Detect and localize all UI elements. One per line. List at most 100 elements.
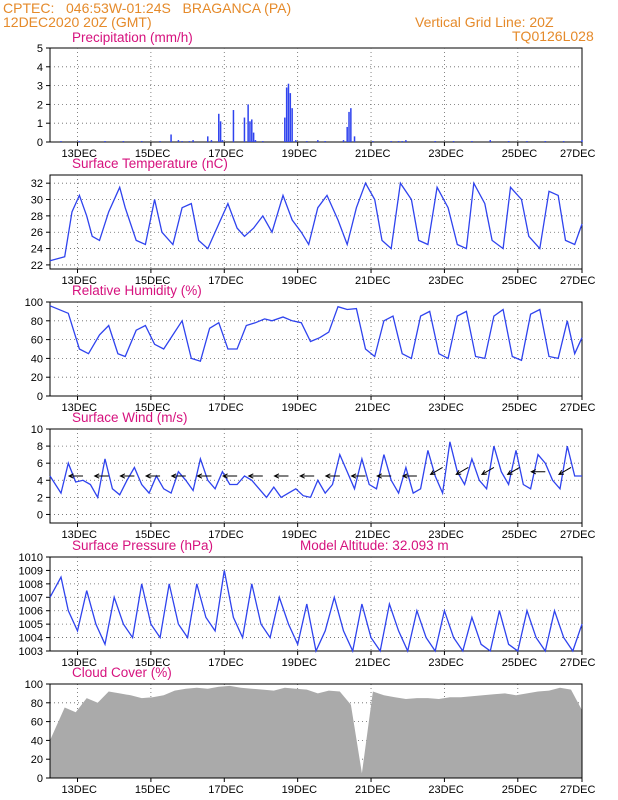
x-tick-label: 23DEC — [428, 529, 464, 541]
precip-bar — [405, 140, 407, 142]
precip-bar — [350, 108, 352, 142]
panel-cloud: Cloud Cover (%) 0 20 40 60 80 100 13DEC 15DEC 17D… — [25, 665, 596, 796]
precip-bar — [342, 140, 345, 142]
precip-bar — [526, 141, 528, 142]
precip-bar — [177, 140, 180, 142]
y-tick-label: 1010 — [19, 552, 43, 564]
x-tick-label: 15DEC — [135, 529, 171, 541]
wind-arrow — [144, 473, 161, 479]
panel-pressure: Surface Pressure (hPa) Model Altitude: 32… — [19, 538, 596, 669]
y-tick-label: 3 — [37, 81, 43, 93]
wind-arrow — [273, 473, 289, 479]
wind-arrow — [558, 467, 572, 476]
precip-bar — [372, 141, 374, 142]
panel-title-precip: Precipitation (mm/h) — [72, 30, 193, 45]
cloud-area — [50, 685, 582, 778]
plot-frame-top — [49, 683, 583, 779]
x-tick-label: 21DEC — [355, 784, 391, 796]
x-tick-label: 27DEC — [560, 148, 596, 160]
precip-bar — [170, 134, 172, 142]
wind-arrow — [247, 473, 263, 479]
y-tick-label: 100 — [25, 679, 43, 691]
precip-bar — [192, 140, 194, 142]
precip-bar — [140, 141, 143, 142]
precip-bar — [306, 141, 308, 142]
x-tick-label: 25DEC — [502, 529, 538, 541]
x-tick-label: 13DEC — [62, 148, 98, 160]
wind-arrow — [324, 473, 340, 479]
y-tick-label: 2 — [37, 99, 43, 111]
wind-arrow — [429, 467, 443, 476]
precip-bar — [348, 111, 350, 142]
wind-arrow — [530, 469, 546, 475]
precip-bar — [78, 141, 81, 142]
y-tick-label: 30 — [31, 195, 43, 207]
x-tick-label: 15DEC — [135, 402, 171, 414]
wind-arrow — [93, 473, 109, 479]
series-line-rh — [49, 305, 583, 363]
y-tick-label: 6 — [37, 458, 43, 470]
wind-arrow — [119, 473, 135, 479]
y-tick-label: 40 — [31, 735, 43, 747]
x-tick-label: 23DEC — [428, 402, 464, 414]
panel-title-cloud: Cloud Cover (%) — [72, 665, 172, 680]
x-tick-label: 13DEC — [62, 275, 98, 287]
x-tick-label: 17DEC — [208, 148, 244, 160]
precip-bar — [289, 93, 292, 142]
y-tick-label: 60 — [31, 335, 43, 347]
precip-bar — [353, 136, 356, 142]
y-tick-label: 1004 — [19, 633, 43, 645]
run-time-label: 12DEC2020 20Z (GMT) — [3, 14, 152, 30]
wind-arrow — [506, 467, 520, 476]
wind-arrow — [455, 467, 469, 476]
precip-bar — [471, 141, 473, 142]
x-tick-label: 19DEC — [282, 402, 318, 414]
x-tick-label: 25DEC — [502, 784, 538, 796]
series-line-temp — [49, 181, 583, 262]
precip-bar — [262, 141, 264, 142]
x-tick-label: 23DEC — [428, 148, 464, 160]
x-tick-label: 21DEC — [355, 657, 391, 669]
y-tick-label: 1003 — [19, 646, 43, 658]
plot-frame — [49, 174, 583, 270]
precip-bar — [232, 110, 235, 142]
wind-arrow — [196, 473, 212, 479]
x-tick-label: 13DEC — [62, 657, 98, 669]
precip-bar — [562, 141, 565, 142]
x-tick-label: 15DEC — [135, 657, 171, 669]
y-tick-label: 1007 — [19, 592, 43, 604]
wind-arrow — [350, 473, 366, 479]
y-tick-label: 1 — [37, 118, 43, 130]
x-tick-label: 17DEC — [208, 784, 244, 796]
panel-precip: Precipitation (mm/h) 0 1 2 3 4 5 13DEC 15DEC 17DE… — [37, 30, 596, 160]
precip-bar — [507, 141, 510, 142]
precip-bar — [252, 132, 255, 142]
precip-bar — [317, 140, 319, 142]
plot-frame — [49, 47, 583, 143]
precip-bar — [249, 121, 251, 142]
precip-bar — [181, 141, 183, 142]
precip-bar — [254, 140, 257, 142]
x-tick-label: 21DEC — [355, 529, 391, 541]
y-tick-label: 4 — [37, 62, 43, 74]
panel-title-pressure: Surface Pressure (hPa) — [72, 538, 213, 553]
x-tick-label: 15DEC — [135, 275, 171, 287]
y-tick-label: 1006 — [19, 606, 43, 618]
precip-bar — [489, 140, 492, 142]
grid-line-note: Vertical Grid Line: 20Z — [415, 14, 554, 30]
precip-bar — [544, 141, 547, 142]
precip-bar — [284, 117, 286, 142]
y-tick-label: 2 — [37, 492, 43, 504]
y-tick-label: 26 — [31, 227, 43, 239]
panel-title-wind: Surface Wind (m/s) — [72, 410, 188, 425]
wind-arrow — [299, 473, 315, 479]
x-tick-label: 21DEC — [355, 148, 391, 160]
x-tick-label: 25DEC — [502, 402, 538, 414]
x-tick-label: 19DEC — [282, 275, 318, 287]
x-tick-label: 17DEC — [208, 657, 244, 669]
precip-bar — [210, 140, 213, 142]
precip-bar — [247, 104, 249, 142]
precip-bar — [401, 141, 403, 142]
y-tick-label: 100 — [25, 297, 43, 309]
